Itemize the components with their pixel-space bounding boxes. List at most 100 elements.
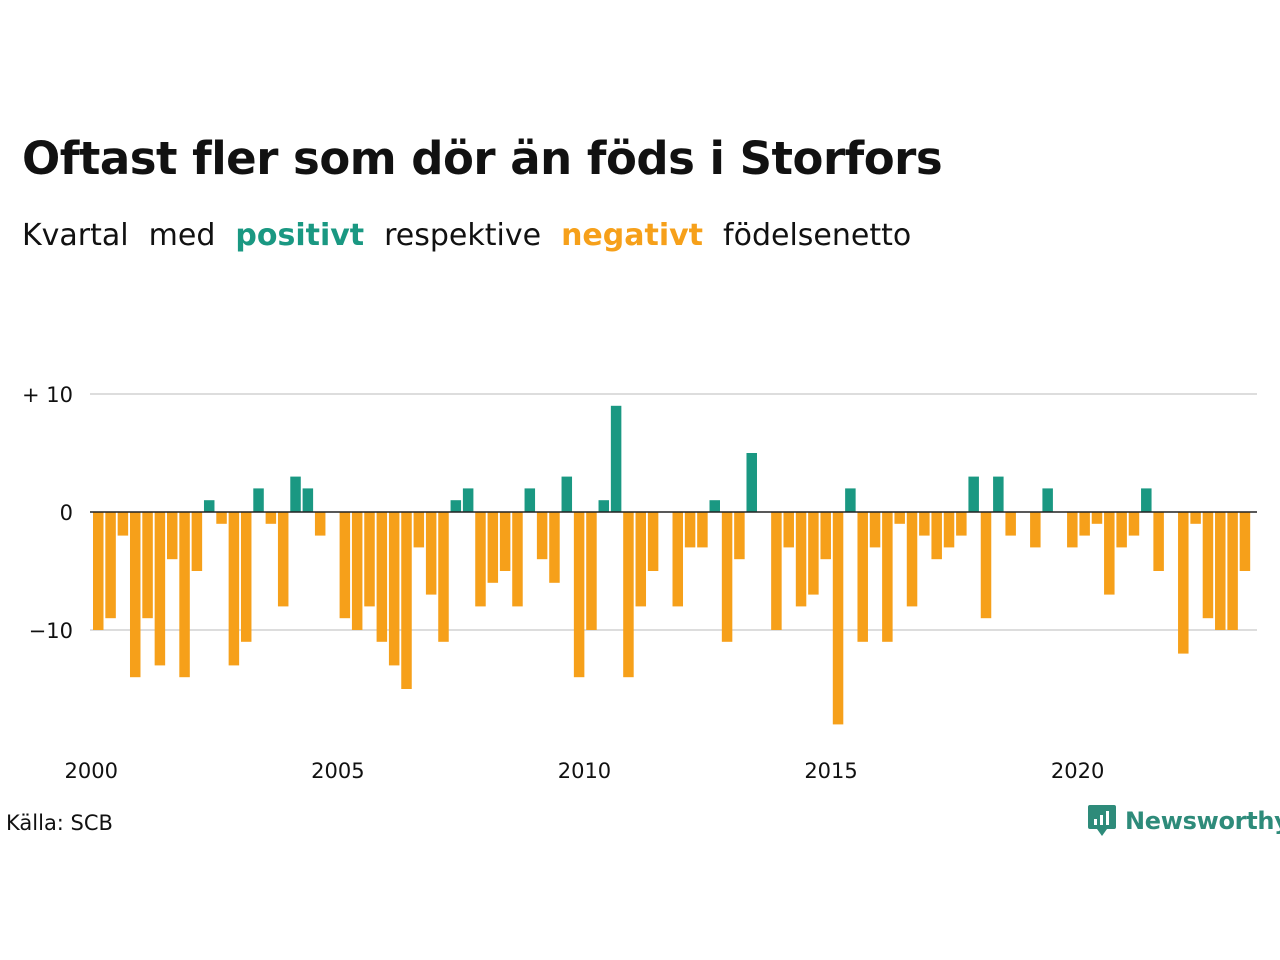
bar-negative bbox=[857, 512, 868, 642]
bar-positive bbox=[524, 488, 536, 512]
bar-negative bbox=[1239, 512, 1251, 571]
bar-negative bbox=[339, 512, 351, 619]
bar-negative bbox=[795, 512, 807, 607]
bar-negative bbox=[351, 512, 363, 630]
bar-negative bbox=[93, 512, 104, 630]
bar-negative bbox=[586, 512, 597, 630]
bar-negative bbox=[277, 512, 289, 607]
bar-positive bbox=[203, 500, 215, 512]
bar-positive bbox=[462, 488, 474, 512]
bar-negative bbox=[240, 512, 252, 642]
bar-negative bbox=[388, 512, 400, 666]
bar-negative bbox=[438, 512, 449, 642]
bar-positive bbox=[290, 476, 301, 512]
bar-negative bbox=[919, 512, 930, 536]
x-tick-label: 2015 bbox=[804, 759, 857, 783]
bar-negative bbox=[117, 512, 129, 536]
bar-negative bbox=[166, 512, 178, 560]
bar-negative bbox=[980, 512, 992, 619]
bar-negative bbox=[635, 512, 647, 607]
bar-positive bbox=[968, 476, 979, 512]
subtitle-negative-label: negativt bbox=[561, 218, 704, 253]
bar-negative bbox=[499, 512, 511, 571]
newsworthy-logo-icon bbox=[1088, 805, 1116, 836]
bar-negative bbox=[376, 512, 388, 642]
bar-chart: + 10 0 −10 2000 2005 2010 2015 2020 bbox=[22, 383, 1257, 783]
bar-negative bbox=[413, 512, 425, 548]
x-tick-label: 2005 bbox=[311, 759, 364, 783]
source-label: Källa: SCB bbox=[6, 811, 113, 835]
bar-negative bbox=[783, 512, 794, 548]
bar-negative bbox=[129, 512, 141, 678]
y-tick-label: 0 bbox=[60, 501, 73, 525]
bar-negative bbox=[1202, 512, 1214, 619]
bar-negative bbox=[191, 512, 203, 571]
bar-negative bbox=[179, 512, 190, 678]
bar-negative bbox=[882, 512, 893, 642]
bar-positive bbox=[746, 453, 757, 512]
bar-negative bbox=[401, 512, 412, 689]
y-tick-label: −10 bbox=[29, 619, 73, 643]
bar-negative bbox=[894, 512, 905, 524]
bar-negative bbox=[105, 512, 116, 619]
bar-negative bbox=[623, 512, 634, 678]
bar-negative bbox=[487, 512, 499, 583]
bar-negative bbox=[1153, 512, 1164, 571]
bar-positive bbox=[561, 476, 573, 512]
bar-positive bbox=[610, 405, 622, 512]
bar-negative bbox=[512, 512, 523, 607]
x-tick-label: 2020 bbox=[1051, 759, 1104, 783]
bar-negative bbox=[832, 512, 844, 725]
bar-negative bbox=[931, 512, 942, 560]
bar-positive bbox=[598, 500, 610, 512]
bar-negative bbox=[1190, 512, 1201, 524]
bar-negative bbox=[1116, 512, 1127, 548]
bar-negative bbox=[820, 512, 831, 560]
chart-title: Oftast fler som dör än föds i Storfors bbox=[22, 132, 943, 185]
bar-positive bbox=[1141, 488, 1152, 512]
newsworthy-logo: Newsworthy bbox=[1087, 803, 1280, 839]
bar-negative bbox=[1227, 512, 1238, 630]
subtitle-word: med bbox=[148, 218, 216, 253]
bar-negative bbox=[1005, 512, 1016, 536]
bar-negative bbox=[216, 512, 227, 524]
bar-positive bbox=[450, 500, 462, 512]
bar-negative bbox=[771, 512, 782, 630]
bar-positive bbox=[1042, 488, 1053, 512]
bar-negative bbox=[1215, 512, 1226, 630]
bar-negative bbox=[314, 512, 326, 536]
x-tick-label: 2010 bbox=[558, 759, 611, 783]
bar-negative bbox=[1079, 512, 1090, 536]
bar-negative bbox=[684, 512, 696, 548]
bar-negative bbox=[672, 512, 684, 607]
bar-negative bbox=[1128, 512, 1140, 536]
bar-negative bbox=[425, 512, 437, 595]
bar-negative bbox=[1091, 512, 1103, 524]
bar-positive bbox=[709, 500, 720, 512]
bar-negative bbox=[573, 512, 585, 678]
bar-negative bbox=[265, 512, 277, 524]
bar-negative bbox=[808, 512, 819, 595]
bar-positive bbox=[993, 476, 1004, 512]
bar-negative bbox=[475, 512, 486, 607]
chart-subtitle: Kvartal med positivt respektive negativt föde… bbox=[22, 218, 931, 253]
bar-negative bbox=[154, 512, 166, 666]
bar-negative bbox=[697, 512, 708, 548]
bar-negative bbox=[956, 512, 967, 536]
bar-negative bbox=[364, 512, 375, 607]
bar-negative bbox=[1178, 512, 1189, 654]
bar-negative bbox=[943, 512, 955, 548]
y-tick-label: + 10 bbox=[22, 383, 73, 407]
bar-positive bbox=[302, 488, 314, 512]
bar-negative bbox=[1067, 512, 1078, 548]
bar-negative bbox=[869, 512, 881, 548]
subtitle-word: Kvartal bbox=[22, 218, 129, 253]
bar-negative bbox=[734, 512, 745, 560]
bar-negative bbox=[549, 512, 560, 583]
bar-negative bbox=[647, 512, 659, 571]
bar-negative bbox=[1030, 512, 1041, 548]
bar-positive bbox=[253, 488, 264, 512]
subtitle-positive-label: positivt bbox=[235, 218, 365, 253]
bar-negative bbox=[142, 512, 153, 619]
bar-negative bbox=[1104, 512, 1115, 595]
